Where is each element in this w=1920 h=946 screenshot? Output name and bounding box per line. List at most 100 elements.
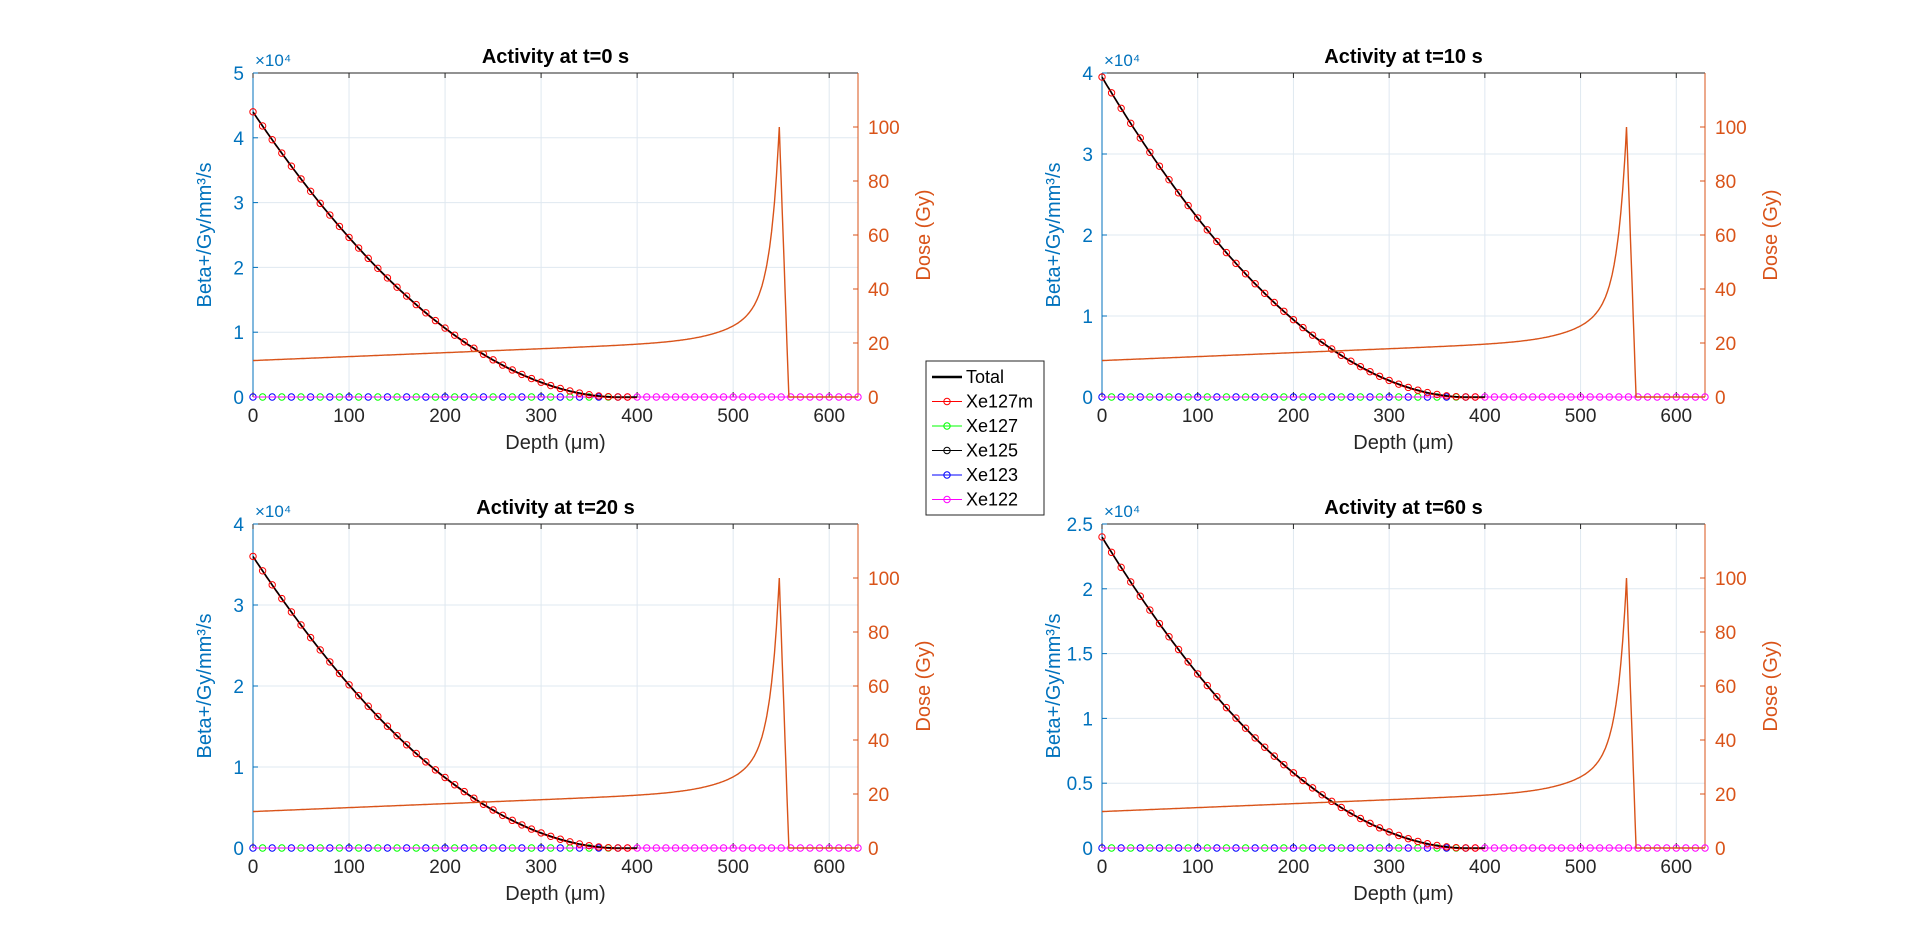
- y-left-tick-label: 4: [233, 515, 244, 536]
- y-left-tick-label: 1: [1082, 709, 1093, 730]
- series-dose-line: [1101, 126, 1705, 398]
- x-tick-label: 300: [525, 406, 557, 427]
- legend-label-xe123: Xe123: [966, 465, 1018, 485]
- marker-xe127m: [1136, 592, 1144, 600]
- marker-xe127m: [527, 374, 536, 383]
- marker-xe127m: [1136, 134, 1144, 142]
- marker-xe127m: [258, 567, 267, 575]
- marker-xe127m: [1366, 819, 1374, 828]
- x-tick-label: 300: [1373, 857, 1405, 878]
- series-dose-line: [1102, 577, 1705, 849]
- marker-xe127m: [287, 162, 296, 170]
- marker-xe127m: [460, 338, 468, 346]
- y-left-tick-label: 2.5: [1067, 515, 1093, 536]
- marker-xe127m: [1117, 104, 1125, 112]
- marker-xe127m: [1194, 214, 1202, 222]
- y-left-axis-label: Beta+/Gy/mm³/s: [194, 162, 216, 307]
- y-left-tick-label: 0: [233, 388, 244, 409]
- marker-xe127m: [297, 621, 305, 629]
- y-right-tick-label: 20: [1715, 785, 1736, 806]
- y-left-tick-label: 1: [233, 323, 244, 344]
- x-tick-label: 400: [621, 857, 653, 878]
- marker-xe127m: [1442, 843, 1451, 851]
- x-axis-label: Depth (μm): [1353, 883, 1453, 905]
- marker-xe127m: [604, 844, 613, 852]
- legend-label-xe122: Xe122: [966, 490, 1018, 510]
- x-tick-label: 600: [1660, 857, 1692, 878]
- y-right-tick-label: 100: [1715, 569, 1747, 590]
- marker-xe127m: [1232, 714, 1240, 722]
- x-tick-label: 400: [1469, 406, 1501, 427]
- marker-xe127m: [1404, 834, 1412, 843]
- marker-xe127m: [1289, 769, 1298, 777]
- marker-xe127m: [489, 806, 497, 814]
- marker-xe127m: [364, 702, 372, 710]
- x-tick-label: 600: [1660, 406, 1692, 427]
- marker-xe127m: [1462, 844, 1470, 852]
- marker-xe127m: [1251, 734, 1259, 742]
- marker-xe127m: [383, 274, 392, 282]
- x-tick-label: 0: [1097, 406, 1108, 427]
- y-left-tick-label: 2: [1082, 226, 1093, 247]
- legend-marker-xe127: [943, 422, 951, 430]
- marker-xe127m: [258, 122, 267, 130]
- legend-marker-xe123: [943, 471, 951, 479]
- marker-xe127m: [585, 841, 593, 850]
- marker-xe127m: [1289, 315, 1298, 324]
- x-tick-label: 200: [1278, 406, 1310, 427]
- marker-xe127m: [1222, 248, 1231, 257]
- marker-xe127m: [431, 766, 440, 774]
- marker-xe127m: [450, 331, 459, 339]
- y-right-tick-label: 60: [1715, 226, 1736, 247]
- series-dose-line: [252, 126, 858, 398]
- y-left-tick-label: 4: [1082, 64, 1093, 85]
- marker-xe127m: [585, 391, 593, 399]
- legend-marker-xe122: [943, 495, 951, 504]
- marker-xe127m: [460, 787, 468, 796]
- marker-xe127m: [1203, 226, 1211, 234]
- marker-xe127m: [1385, 376, 1393, 385]
- marker-xe127m: [393, 731, 401, 740]
- x-axis-label: Depth (μm): [1353, 432, 1453, 454]
- y-left-tick-label: 2: [1082, 580, 1093, 601]
- exponent-label: ×10⁴: [1104, 502, 1140, 521]
- marker-xe127m: [556, 384, 565, 393]
- marker-xe127m: [412, 300, 420, 309]
- marker-xe127m: [1174, 189, 1183, 197]
- marker-xe127m: [1462, 393, 1470, 401]
- y-right-axis-label: Dose (Gy): [1760, 640, 1782, 731]
- marker-xe127m: [364, 254, 372, 263]
- marker-xe127m: [441, 773, 449, 782]
- y-left-tick-label: 3: [233, 596, 244, 617]
- marker-xe127m: [402, 741, 411, 749]
- marker-xe127m: [345, 681, 353, 689]
- marker-xe127m: [422, 309, 430, 317]
- y-left-tick-label: 0: [233, 839, 244, 860]
- y-right-tick-label: 20: [868, 785, 889, 806]
- marker-xe127m: [1155, 619, 1164, 628]
- marker-xe127m: [1241, 270, 1250, 278]
- y-right-tick-label: 20: [868, 334, 889, 355]
- marker-xe127m: [1347, 357, 1355, 365]
- marker-xe127m: [489, 356, 497, 364]
- marker-xe127m: [1117, 563, 1125, 572]
- marker-xe127m: [1433, 841, 1441, 850]
- y-right-tick-label: 100: [1715, 118, 1747, 139]
- marker-xe127m: [1356, 814, 1365, 823]
- marker-xe127m: [249, 552, 257, 561]
- marker-xe127m: [1395, 831, 1403, 840]
- legend-label-xe125: Xe125: [966, 441, 1018, 461]
- legend: Total Xe127m Xe127 Xe125 Xe123 Xe122: [925, 360, 1045, 516]
- marker-xe127m: [316, 199, 324, 208]
- marker-xe127m: [287, 608, 296, 616]
- legend-label-total: Total: [966, 367, 1004, 387]
- marker-xe127m: [316, 646, 324, 654]
- marker-xe127m: [1337, 351, 1345, 360]
- x-tick-label: 400: [1469, 857, 1501, 878]
- marker-xe127m: [1423, 388, 1432, 397]
- subplot-3: 0 100 200 300 400 500 60001234020406080100×10⁴…: [194, 497, 935, 905]
- marker-xe127m: [268, 581, 276, 589]
- marker-xe127m: [1127, 119, 1135, 128]
- subplot-1: 0 100 200 300 400 500 600 0 1 2 3 4 5 0 20 40 60 80 100 ×10…: [194, 46, 935, 454]
- x-axis-label: Depth (μm): [505, 883, 605, 905]
